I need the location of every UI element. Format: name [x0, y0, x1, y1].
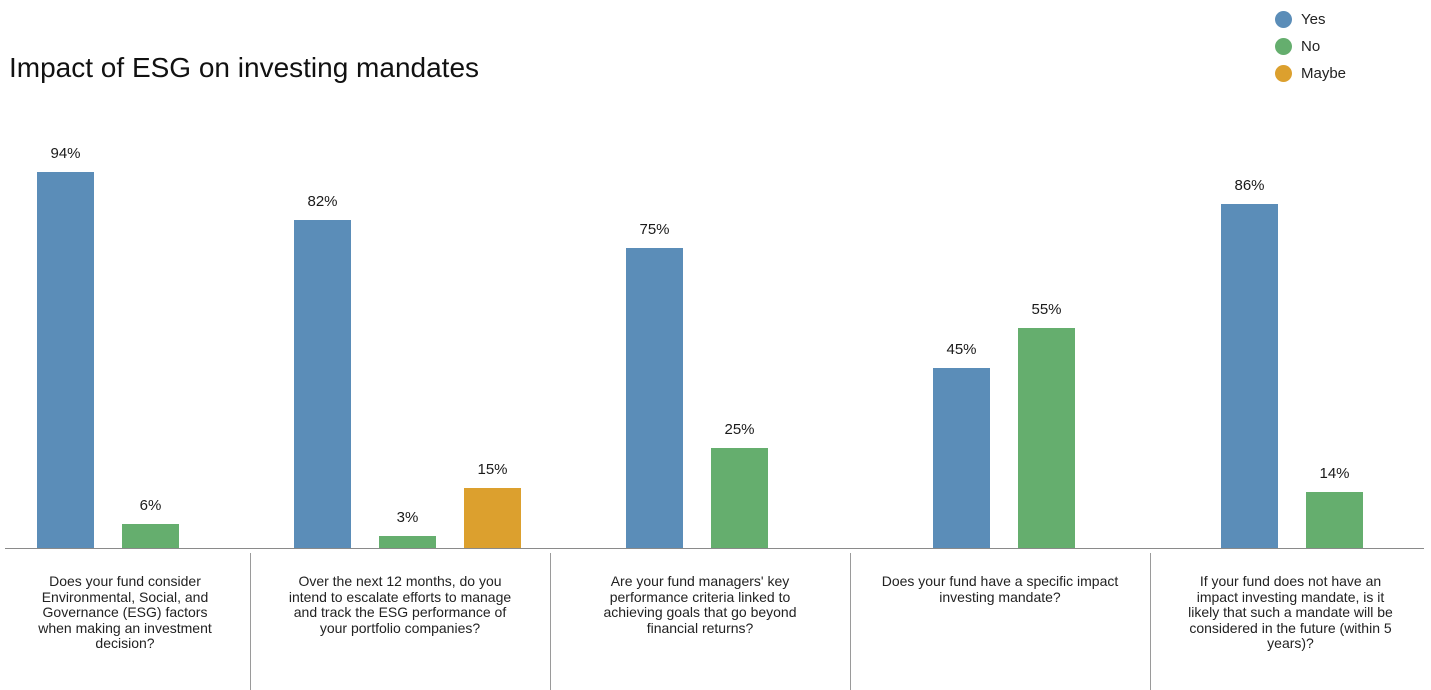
legend-item-yes: Yes — [1275, 6, 1346, 33]
data-label-no-q4: 55% — [1031, 301, 1061, 318]
bar-no-q4 — [1018, 328, 1075, 548]
data-label-yes-q2: 82% — [307, 193, 337, 210]
question-cell-4: Does your fund have a specific impact in… — [850, 566, 1150, 605]
data-label-no-q5: 14% — [1319, 465, 1349, 482]
bar-group-1: 94% 6% — [37, 145, 179, 548]
data-label-no-q3: 25% — [724, 421, 754, 438]
bar-no-q5 — [1306, 492, 1363, 548]
question-cell-3: Are your fund managers' key performance … — [550, 566, 850, 636]
legend-swatch-maybe — [1275, 65, 1292, 82]
legend-swatch-no — [1275, 38, 1292, 55]
question-cell-2: Over the next 12 months, do you intend t… — [250, 566, 550, 636]
data-label-yes-q4: 45% — [946, 341, 976, 358]
data-label-no-q1: 6% — [140, 497, 162, 514]
bar-no-q1 — [122, 524, 179, 548]
data-label-yes-q3: 75% — [639, 221, 669, 238]
category-label-3: Are your fund managers' key performance … — [603, 573, 797, 636]
bar-no-q3 — [711, 448, 768, 548]
bar-group-2: 82% 3% 15% — [294, 193, 521, 548]
legend: Yes No Maybe — [1275, 6, 1346, 87]
category-divider-1 — [250, 553, 251, 690]
legend-label-yes: Yes — [1301, 11, 1326, 28]
category-divider-4 — [1150, 553, 1151, 690]
data-label-maybe-q2: 15% — [477, 461, 507, 478]
category-divider-2 — [550, 553, 551, 690]
category-label-2: Over the next 12 months, do you intend t… — [288, 573, 512, 636]
category-divider-3 — [850, 553, 851, 690]
bar-maybe-q2 — [464, 488, 521, 548]
question-cell-1: Does your fund consider Environmental, S… — [0, 566, 250, 652]
bar-no-q2 — [379, 536, 436, 548]
legend-item-no: No — [1275, 33, 1346, 60]
bar-group-4: 45% 55% — [933, 301, 1075, 548]
bar-group-5: 86% 14% — [1221, 177, 1363, 548]
bar-yes-q3 — [626, 248, 683, 548]
category-label-1: Does your fund consider Environmental, S… — [38, 573, 212, 651]
legend-swatch-yes — [1275, 11, 1292, 28]
data-label-yes-q1: 94% — [50, 145, 80, 162]
chart-title: Impact of ESG on investing mandates — [9, 52, 480, 83]
bar-yes-q1 — [37, 172, 94, 548]
legend-label-maybe: Maybe — [1301, 65, 1347, 82]
bar-yes-q4 — [933, 368, 990, 548]
category-label-5: If your fund does not have an impact inv… — [1188, 573, 1393, 651]
data-label-yes-q5: 86% — [1234, 177, 1264, 194]
legend-label-no: No — [1301, 38, 1321, 55]
legend-item-maybe: Maybe — [1275, 60, 1346, 87]
bar-yes-q5 — [1221, 204, 1278, 548]
question-cell-5: If your fund does not have an impact inv… — [1150, 566, 1431, 652]
bar-group-3: 75% 25% — [626, 221, 768, 548]
bar-yes-q2 — [294, 220, 351, 548]
category-label-4: Does your fund have a specific impact in… — [881, 573, 1119, 605]
data-label-no-q2: 3% — [397, 509, 419, 526]
